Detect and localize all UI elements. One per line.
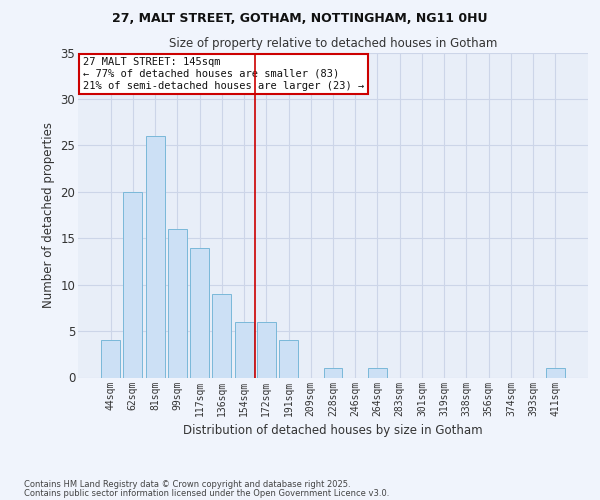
Bar: [146, 136, 164, 378]
Bar: [235, 322, 254, 378]
Bar: [212, 294, 231, 378]
Bar: [279, 340, 298, 378]
Text: 27 MALT STREET: 145sqm
← 77% of detached houses are smaller (83)
21% of semi-det: 27 MALT STREET: 145sqm ← 77% of detached…: [83, 58, 364, 90]
Bar: [546, 368, 565, 378]
Bar: [124, 192, 142, 378]
X-axis label: Distribution of detached houses by size in Gotham: Distribution of detached houses by size …: [183, 424, 483, 437]
Text: 27, MALT STREET, GOTHAM, NOTTINGHAM, NG11 0HU: 27, MALT STREET, GOTHAM, NOTTINGHAM, NG1…: [112, 12, 488, 26]
Bar: [368, 368, 387, 378]
Title: Size of property relative to detached houses in Gotham: Size of property relative to detached ho…: [169, 37, 497, 50]
Bar: [101, 340, 120, 378]
Text: Contains public sector information licensed under the Open Government Licence v3: Contains public sector information licen…: [24, 488, 389, 498]
Bar: [190, 248, 209, 378]
Bar: [257, 322, 276, 378]
Y-axis label: Number of detached properties: Number of detached properties: [42, 122, 55, 308]
Text: Contains HM Land Registry data © Crown copyright and database right 2025.: Contains HM Land Registry data © Crown c…: [24, 480, 350, 489]
Bar: [168, 229, 187, 378]
Bar: [323, 368, 343, 378]
